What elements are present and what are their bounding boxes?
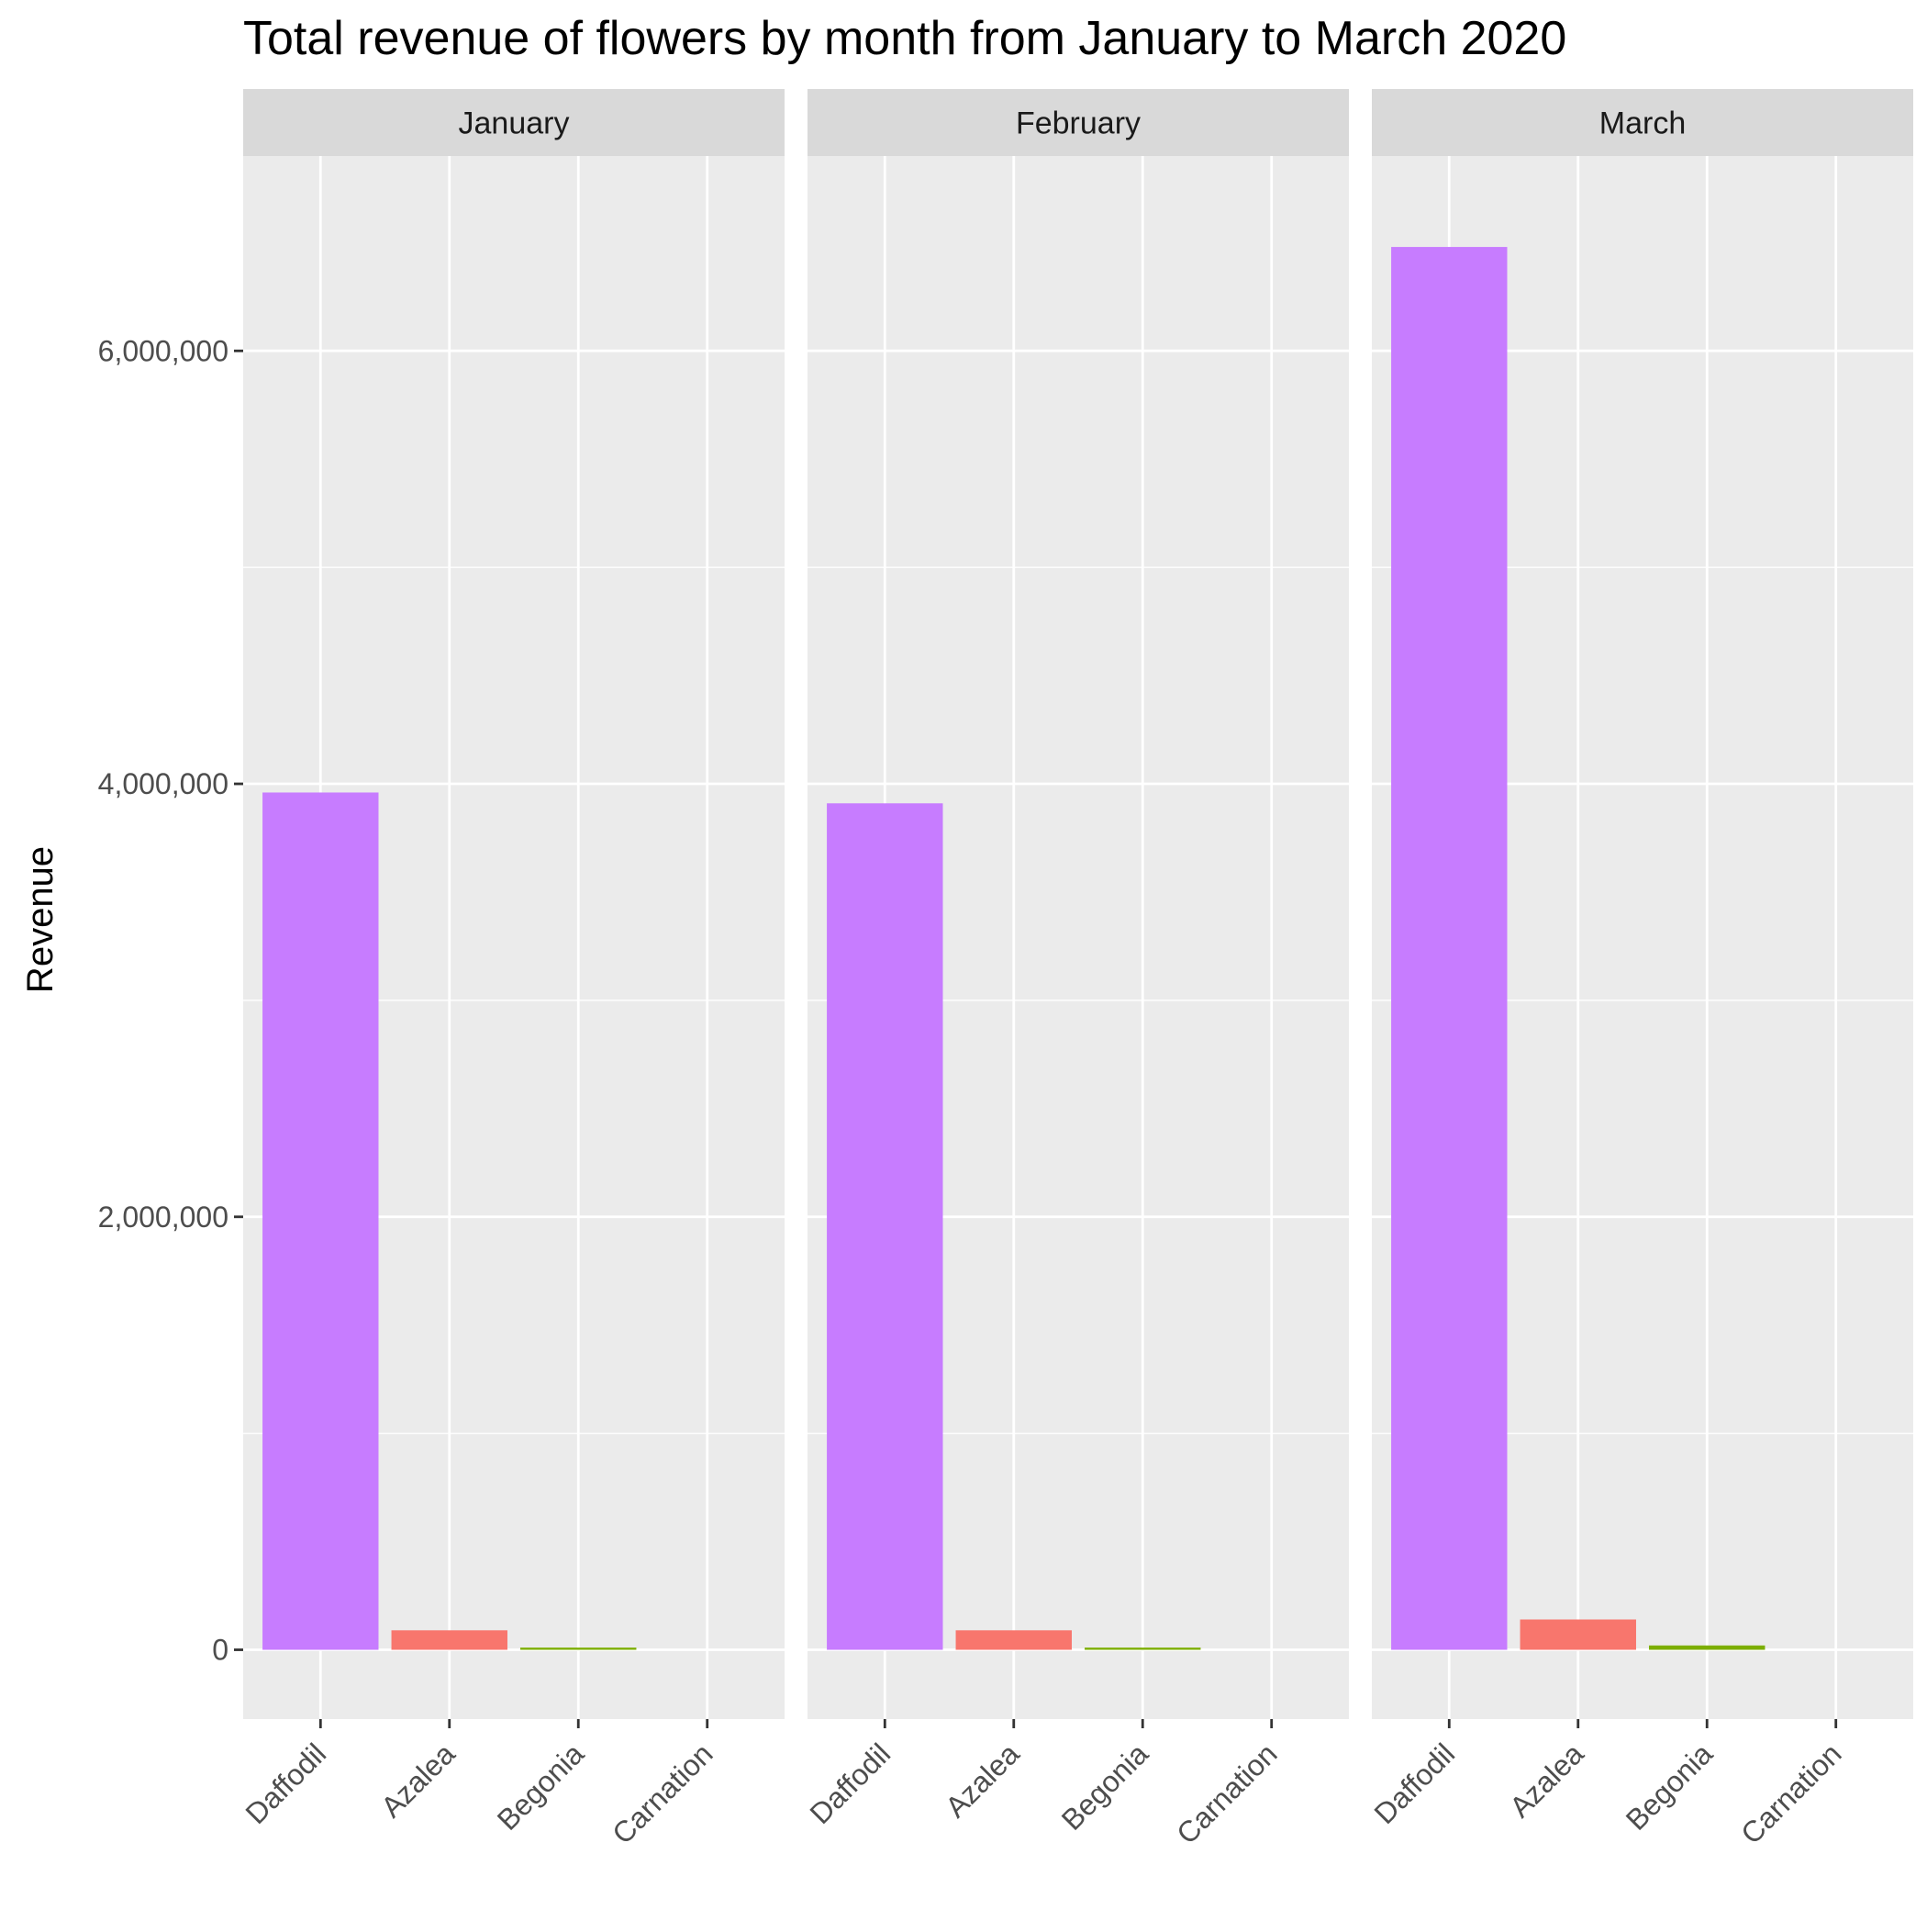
x-tick-label-january-begonia: Begonia bbox=[491, 1737, 591, 1837]
y-tick-label: 6,000,000 bbox=[98, 334, 228, 367]
y-tick-label: 0 bbox=[212, 1634, 228, 1667]
y-axis-title: Revenue bbox=[20, 846, 61, 993]
x-tick-label-march-carnation: Carnation bbox=[1734, 1737, 1848, 1850]
x-tick-label-january-azalea: Azalea bbox=[374, 1737, 462, 1824]
chart-title: Total revenue of flowers by month from J… bbox=[243, 12, 1567, 65]
x-tick-label-january-daffodil: Daffodil bbox=[239, 1737, 332, 1830]
y-tick-label: 4,000,000 bbox=[98, 767, 228, 800]
bar-march-daffodil bbox=[1391, 247, 1508, 1650]
facet-strip-label-march: March bbox=[1599, 106, 1686, 141]
x-tick-label-february-carnation: Carnation bbox=[1170, 1737, 1284, 1850]
x-tick-label-february-daffodil: Daffodil bbox=[803, 1737, 897, 1830]
bar-january-azalea bbox=[391, 1630, 507, 1650]
x-tick-label-march-daffodil: Daffodil bbox=[1367, 1737, 1461, 1830]
x-tick-label-march-azalea: Azalea bbox=[1503, 1737, 1590, 1824]
bar-february-daffodil bbox=[827, 803, 943, 1650]
x-tick-label-february-begonia: Begonia bbox=[1055, 1737, 1155, 1837]
facet-strip-march bbox=[1372, 89, 1913, 156]
y-tick-label: 2,000,000 bbox=[98, 1201, 228, 1234]
bar-january-daffodil bbox=[262, 792, 379, 1650]
facet-strip-label-february: February bbox=[1016, 106, 1141, 141]
x-tick-label-february-azalea: Azalea bbox=[939, 1737, 1026, 1824]
x-tick-label-march-begonia: Begonia bbox=[1620, 1737, 1720, 1837]
facet-strip-january bbox=[243, 89, 785, 156]
x-tick-label-january-carnation: Carnation bbox=[606, 1737, 719, 1850]
bar-january-begonia bbox=[520, 1647, 637, 1650]
bar-march-azalea bbox=[1520, 1619, 1636, 1650]
bar-february-azalea bbox=[955, 1630, 1072, 1650]
bar-march-begonia bbox=[1649, 1645, 1765, 1650]
facet-strip-label-january: January bbox=[459, 106, 570, 141]
bar-february-begonia bbox=[1085, 1647, 1201, 1650]
facet-strip-february bbox=[808, 89, 1349, 156]
